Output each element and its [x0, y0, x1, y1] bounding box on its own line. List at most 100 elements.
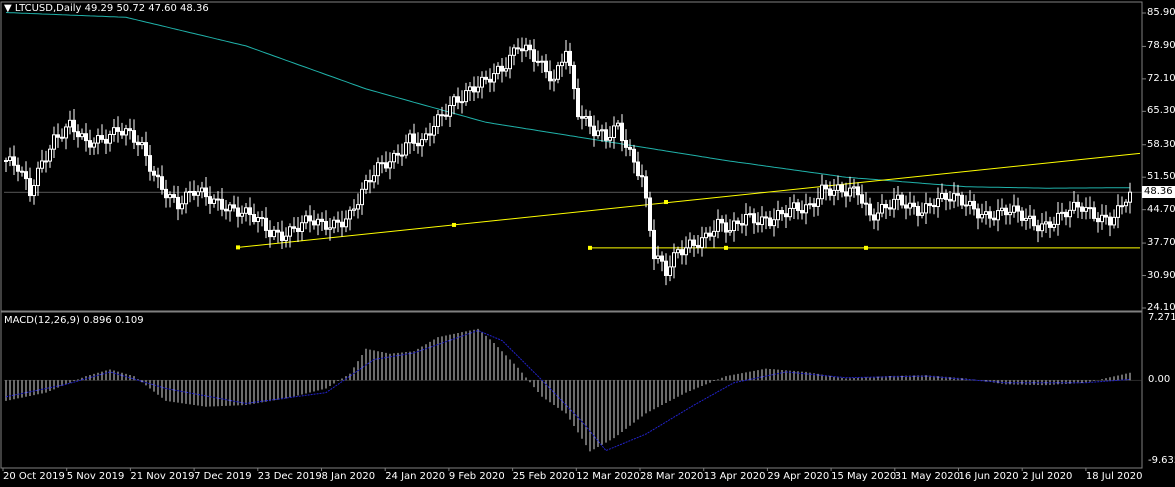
- candle-body: [504, 68, 508, 72]
- candle-body: [208, 196, 212, 204]
- candle-body: [784, 213, 788, 218]
- candle-body: [308, 215, 312, 222]
- candle-body: [496, 65, 500, 75]
- candle-body: [512, 47, 516, 56]
- candle-body: [224, 208, 228, 212]
- candle-body: [976, 208, 980, 219]
- candle-body: [1024, 217, 1028, 221]
- candle-body: [388, 161, 392, 169]
- time-tick-label: 8 Jan 2020: [321, 471, 376, 482]
- candle-body: [344, 218, 348, 228]
- candle-body: [716, 218, 720, 232]
- candle-body: [452, 96, 456, 107]
- candle-body: [932, 204, 936, 208]
- moving-average-path: [5, 12, 1130, 189]
- candle-body: [788, 207, 792, 218]
- candle-body: [828, 188, 832, 196]
- candle-body: [996, 210, 1000, 221]
- candle-body: [952, 193, 956, 202]
- candle-body: [1100, 214, 1104, 223]
- candle-body: [824, 184, 828, 190]
- candle-body: [616, 122, 620, 127]
- macd-plot-border: [0, 311, 1143, 469]
- candle-body: [176, 196, 180, 210]
- price-tick-label: 78.90: [1147, 40, 1175, 52]
- candle-body: [624, 140, 628, 148]
- candle-body: [904, 204, 908, 209]
- candle-body: [152, 170, 156, 176]
- candle-body: [1004, 207, 1008, 216]
- candle-body: [416, 142, 420, 147]
- candle-body: [248, 207, 252, 216]
- candle-body: [820, 184, 824, 200]
- candle-body: [1040, 223, 1044, 232]
- candle-body: [216, 198, 220, 201]
- candle-body: [688, 239, 692, 249]
- trendlines[interactable]: [236, 152, 1141, 250]
- candle-body: [720, 218, 724, 224]
- candle-body: [468, 86, 472, 92]
- candle-body: [440, 114, 444, 117]
- candle-body: [120, 130, 124, 136]
- candle-body: [756, 222, 760, 226]
- candle-body: [724, 222, 728, 233]
- candle-body: [1032, 215, 1036, 227]
- candle-body: [68, 119, 72, 128]
- candle-body: [80, 133, 84, 138]
- candle-body: [648, 197, 652, 231]
- candle-body: [1096, 217, 1100, 223]
- time-tick-label: 7 Dec 2019: [194, 471, 252, 482]
- candle-body: [436, 114, 440, 127]
- candle-body: [636, 161, 640, 177]
- candle-body: [684, 247, 688, 256]
- candle-body: [948, 198, 952, 202]
- candle-body: [1124, 201, 1128, 207]
- candle-body: [340, 221, 344, 228]
- trendline-anchor-handle: [236, 245, 240, 250]
- candle-body: [792, 202, 796, 209]
- time-tick-label: 2 Jul 2020: [1022, 471, 1073, 482]
- candle-body: [1008, 211, 1012, 216]
- candle-body: [564, 50, 568, 63]
- menu-triangle-icon[interactable]: ▼: [4, 3, 12, 14]
- time-tick-label: 9 Feb 2020: [448, 471, 505, 482]
- candle-body: [860, 194, 864, 204]
- candle-body: [600, 129, 604, 132]
- candle-body: [740, 223, 744, 226]
- candle-body: [536, 60, 540, 63]
- time-tick-label: 29 Apr 2020: [767, 471, 830, 482]
- candle-body: [576, 88, 580, 118]
- macd-tick-label: 0.00: [1148, 374, 1171, 386]
- macd-histogram: [4, 328, 1142, 452]
- candle-body: [1060, 211, 1064, 214]
- candle-body: [960, 194, 964, 206]
- trendline-anchor-handle: [588, 245, 592, 250]
- candle-body: [1092, 207, 1096, 219]
- candle-body: [476, 86, 480, 93]
- candle-body: [816, 198, 820, 207]
- candle-body: [676, 249, 680, 254]
- candle-body: [32, 185, 36, 197]
- candle-body: [236, 207, 240, 217]
- candle-body: [192, 190, 196, 196]
- candle-body: [912, 202, 916, 207]
- candle-body: [988, 211, 992, 219]
- candle-body: [696, 244, 700, 248]
- candle-body: [780, 210, 784, 215]
- candle-body: [856, 186, 860, 196]
- macd-values: 0.896 0.109: [83, 315, 144, 326]
- chart-header[interactable]: ▼ LTCUSD,Daily 49.29 50.72 47.60 48.36: [4, 3, 209, 14]
- candle-body: [48, 148, 52, 162]
- candle-body: [508, 54, 512, 70]
- candle-body: [412, 133, 416, 144]
- candle-body: [132, 130, 136, 143]
- candle-body: [544, 60, 548, 73]
- candle-body: [1016, 205, 1020, 212]
- candle-body: [380, 162, 384, 165]
- candle-body: [212, 198, 216, 204]
- candle-body: [840, 184, 844, 193]
- candle-body: [1076, 201, 1080, 208]
- candle-body: [396, 152, 400, 156]
- candle-body: [400, 154, 404, 157]
